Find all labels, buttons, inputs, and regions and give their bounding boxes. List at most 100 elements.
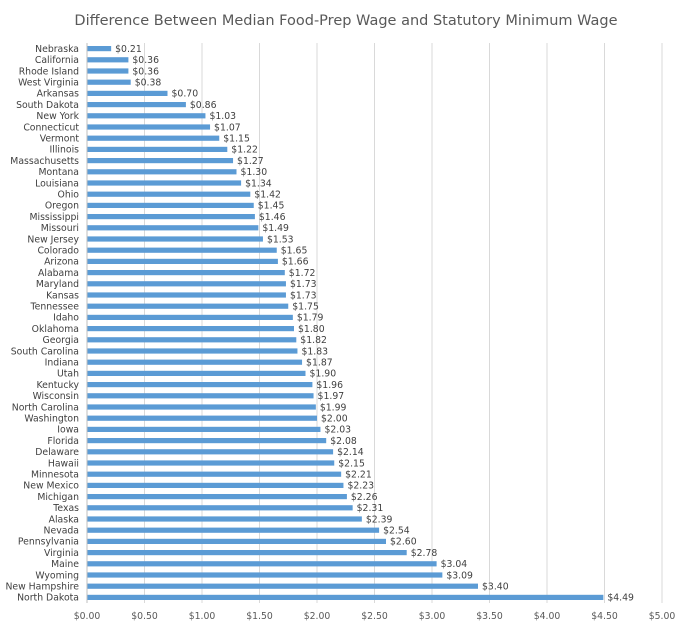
labels: $0.00 $0.50 $1.00 $1.50 $2.00 $2.50 $3.00 $3.50… (5, 44, 675, 622)
data-label: $2.26 (351, 492, 378, 503)
bar (87, 270, 285, 276)
category-label: Oklahoma (32, 324, 79, 335)
bar (87, 247, 277, 253)
bar (87, 258, 278, 264)
bar (87, 191, 251, 197)
x-tick-label: $3.00 (419, 611, 446, 622)
category-label: Alaska (49, 514, 79, 525)
x-tick-label: $2.50 (361, 611, 388, 622)
bar (87, 292, 286, 298)
category-label: Wyoming (35, 570, 79, 581)
data-label: $1.49 (262, 223, 289, 234)
bar (87, 482, 344, 488)
category-label: Utah (57, 369, 79, 380)
category-label: Maine (51, 559, 79, 570)
category-label: Michigan (37, 492, 79, 503)
bar (87, 594, 604, 600)
bar (87, 236, 263, 242)
data-label: $1.75 (292, 302, 319, 313)
category-label: Oregon (45, 201, 79, 212)
bar (87, 527, 380, 533)
chart-title: Difference Between Median Food-Prep Wage… (74, 13, 617, 29)
data-label: $1.53 (267, 234, 294, 245)
data-label: $2.03 (324, 425, 351, 436)
category-label: Missouri (41, 223, 79, 234)
data-label: $2.08 (330, 436, 357, 447)
data-label: $1.30 (241, 167, 268, 178)
x-tick-label: $1.50 (246, 611, 273, 622)
bar (87, 516, 362, 522)
data-label: $1.79 (297, 313, 324, 324)
category-label: New Jersey (27, 234, 79, 245)
data-label: $1.97 (318, 391, 345, 402)
category-label: Ohio (58, 190, 80, 201)
data-label: $3.40 (482, 582, 509, 593)
category-label: Tennessee (30, 302, 80, 313)
data-label: $2.00 (321, 414, 348, 425)
category-label: West Virginia (18, 78, 79, 89)
bar (87, 460, 335, 466)
bar (87, 393, 314, 399)
bar (87, 314, 293, 320)
x-tick-label: $0.50 (131, 611, 158, 622)
data-label: $0.21 (115, 44, 142, 55)
category-label: Connecticut (23, 122, 79, 133)
data-label: $0.38 (135, 78, 162, 89)
category-label: Kentucky (37, 380, 80, 391)
data-label: $2.31 (357, 503, 384, 514)
category-label: Pennsylvania (18, 537, 79, 548)
category-label: Montana (38, 167, 79, 178)
data-label: $1.87 (306, 358, 333, 369)
data-label: $3.04 (441, 559, 468, 570)
data-label: $1.90 (310, 369, 337, 380)
category-label: Idaho (53, 313, 79, 324)
bar (87, 471, 342, 477)
category-label: Vermont (40, 134, 80, 145)
category-label: Nevada (44, 526, 79, 537)
bar (87, 494, 347, 500)
category-label: Mississippi (29, 212, 79, 223)
data-label: $1.42 (254, 190, 281, 201)
data-label: $1.80 (298, 324, 325, 335)
data-label: $1.73 (290, 290, 317, 301)
bar (87, 505, 353, 511)
bar (87, 79, 131, 85)
category-label: New Mexico (23, 481, 79, 492)
category-label: Illinois (50, 145, 80, 156)
bar (87, 583, 478, 589)
data-label: $1.82 (300, 335, 327, 346)
data-label: $1.73 (290, 279, 317, 290)
x-tick-label: $4.50 (591, 611, 618, 622)
bar (87, 281, 286, 287)
data-label: $1.22 (231, 145, 258, 156)
category-label: Georgia (43, 335, 79, 346)
bar (87, 225, 259, 231)
data-label: $1.34 (245, 178, 272, 189)
bar (87, 135, 220, 141)
x-tick-label: $2.00 (304, 611, 331, 622)
bar (87, 382, 313, 388)
bar (87, 124, 211, 130)
data-label: $2.54 (383, 526, 410, 537)
bar (87, 202, 254, 208)
bar (87, 572, 443, 578)
category-label: Wisconsin (33, 391, 80, 402)
data-label: $1.15 (223, 134, 250, 145)
data-label: $0.36 (132, 55, 159, 66)
bar (87, 550, 407, 556)
data-label: $2.23 (347, 481, 374, 492)
data-label: $3.09 (446, 570, 473, 581)
bar (87, 303, 289, 309)
category-label: Delaware (35, 447, 79, 458)
bar (87, 146, 228, 152)
bar (87, 169, 237, 175)
category-label: South Carolina (11, 346, 79, 357)
x-tick-label: $5.00 (649, 611, 676, 622)
data-label: $2.14 (337, 447, 364, 458)
category-label: New Hampshire (5, 582, 79, 593)
data-label: $1.65 (281, 246, 308, 257)
category-label: Minnesota (31, 470, 79, 481)
bar (87, 158, 234, 164)
bar (87, 426, 321, 432)
bar (87, 404, 316, 410)
